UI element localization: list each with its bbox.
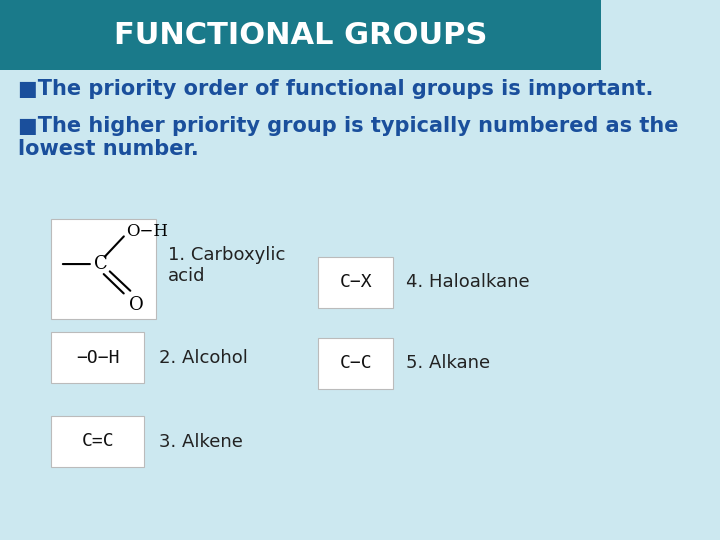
FancyBboxPatch shape (0, 0, 600, 70)
Text: FUNCTIONAL GROUPS: FUNCTIONAL GROUPS (114, 21, 487, 50)
Text: 4. Haloalkane: 4. Haloalkane (405, 273, 529, 292)
Text: 5. Alkane: 5. Alkane (405, 354, 490, 373)
Text: 3. Alkene: 3. Alkene (159, 433, 243, 451)
Text: O: O (129, 295, 143, 314)
FancyBboxPatch shape (318, 256, 394, 308)
FancyBboxPatch shape (51, 416, 144, 467)
Text: C−X: C−X (340, 273, 372, 291)
Text: O−H: O−H (126, 223, 168, 240)
Text: ■The priority order of functional groups is important.: ■The priority order of functional groups… (18, 79, 653, 99)
FancyBboxPatch shape (318, 338, 394, 389)
FancyBboxPatch shape (51, 219, 156, 319)
Text: 1. Carboxylic
acid: 1. Carboxylic acid (168, 246, 286, 285)
Text: 2. Alcohol: 2. Alcohol (159, 349, 248, 367)
Text: C−C: C−C (340, 354, 372, 372)
Text: ■The higher priority group is typically numbered as the
lowest number.: ■The higher priority group is typically … (18, 116, 678, 159)
Text: C: C (94, 255, 107, 273)
FancyBboxPatch shape (51, 332, 144, 383)
Text: −O−H: −O−H (76, 349, 120, 367)
Text: C=C: C=C (81, 433, 114, 450)
